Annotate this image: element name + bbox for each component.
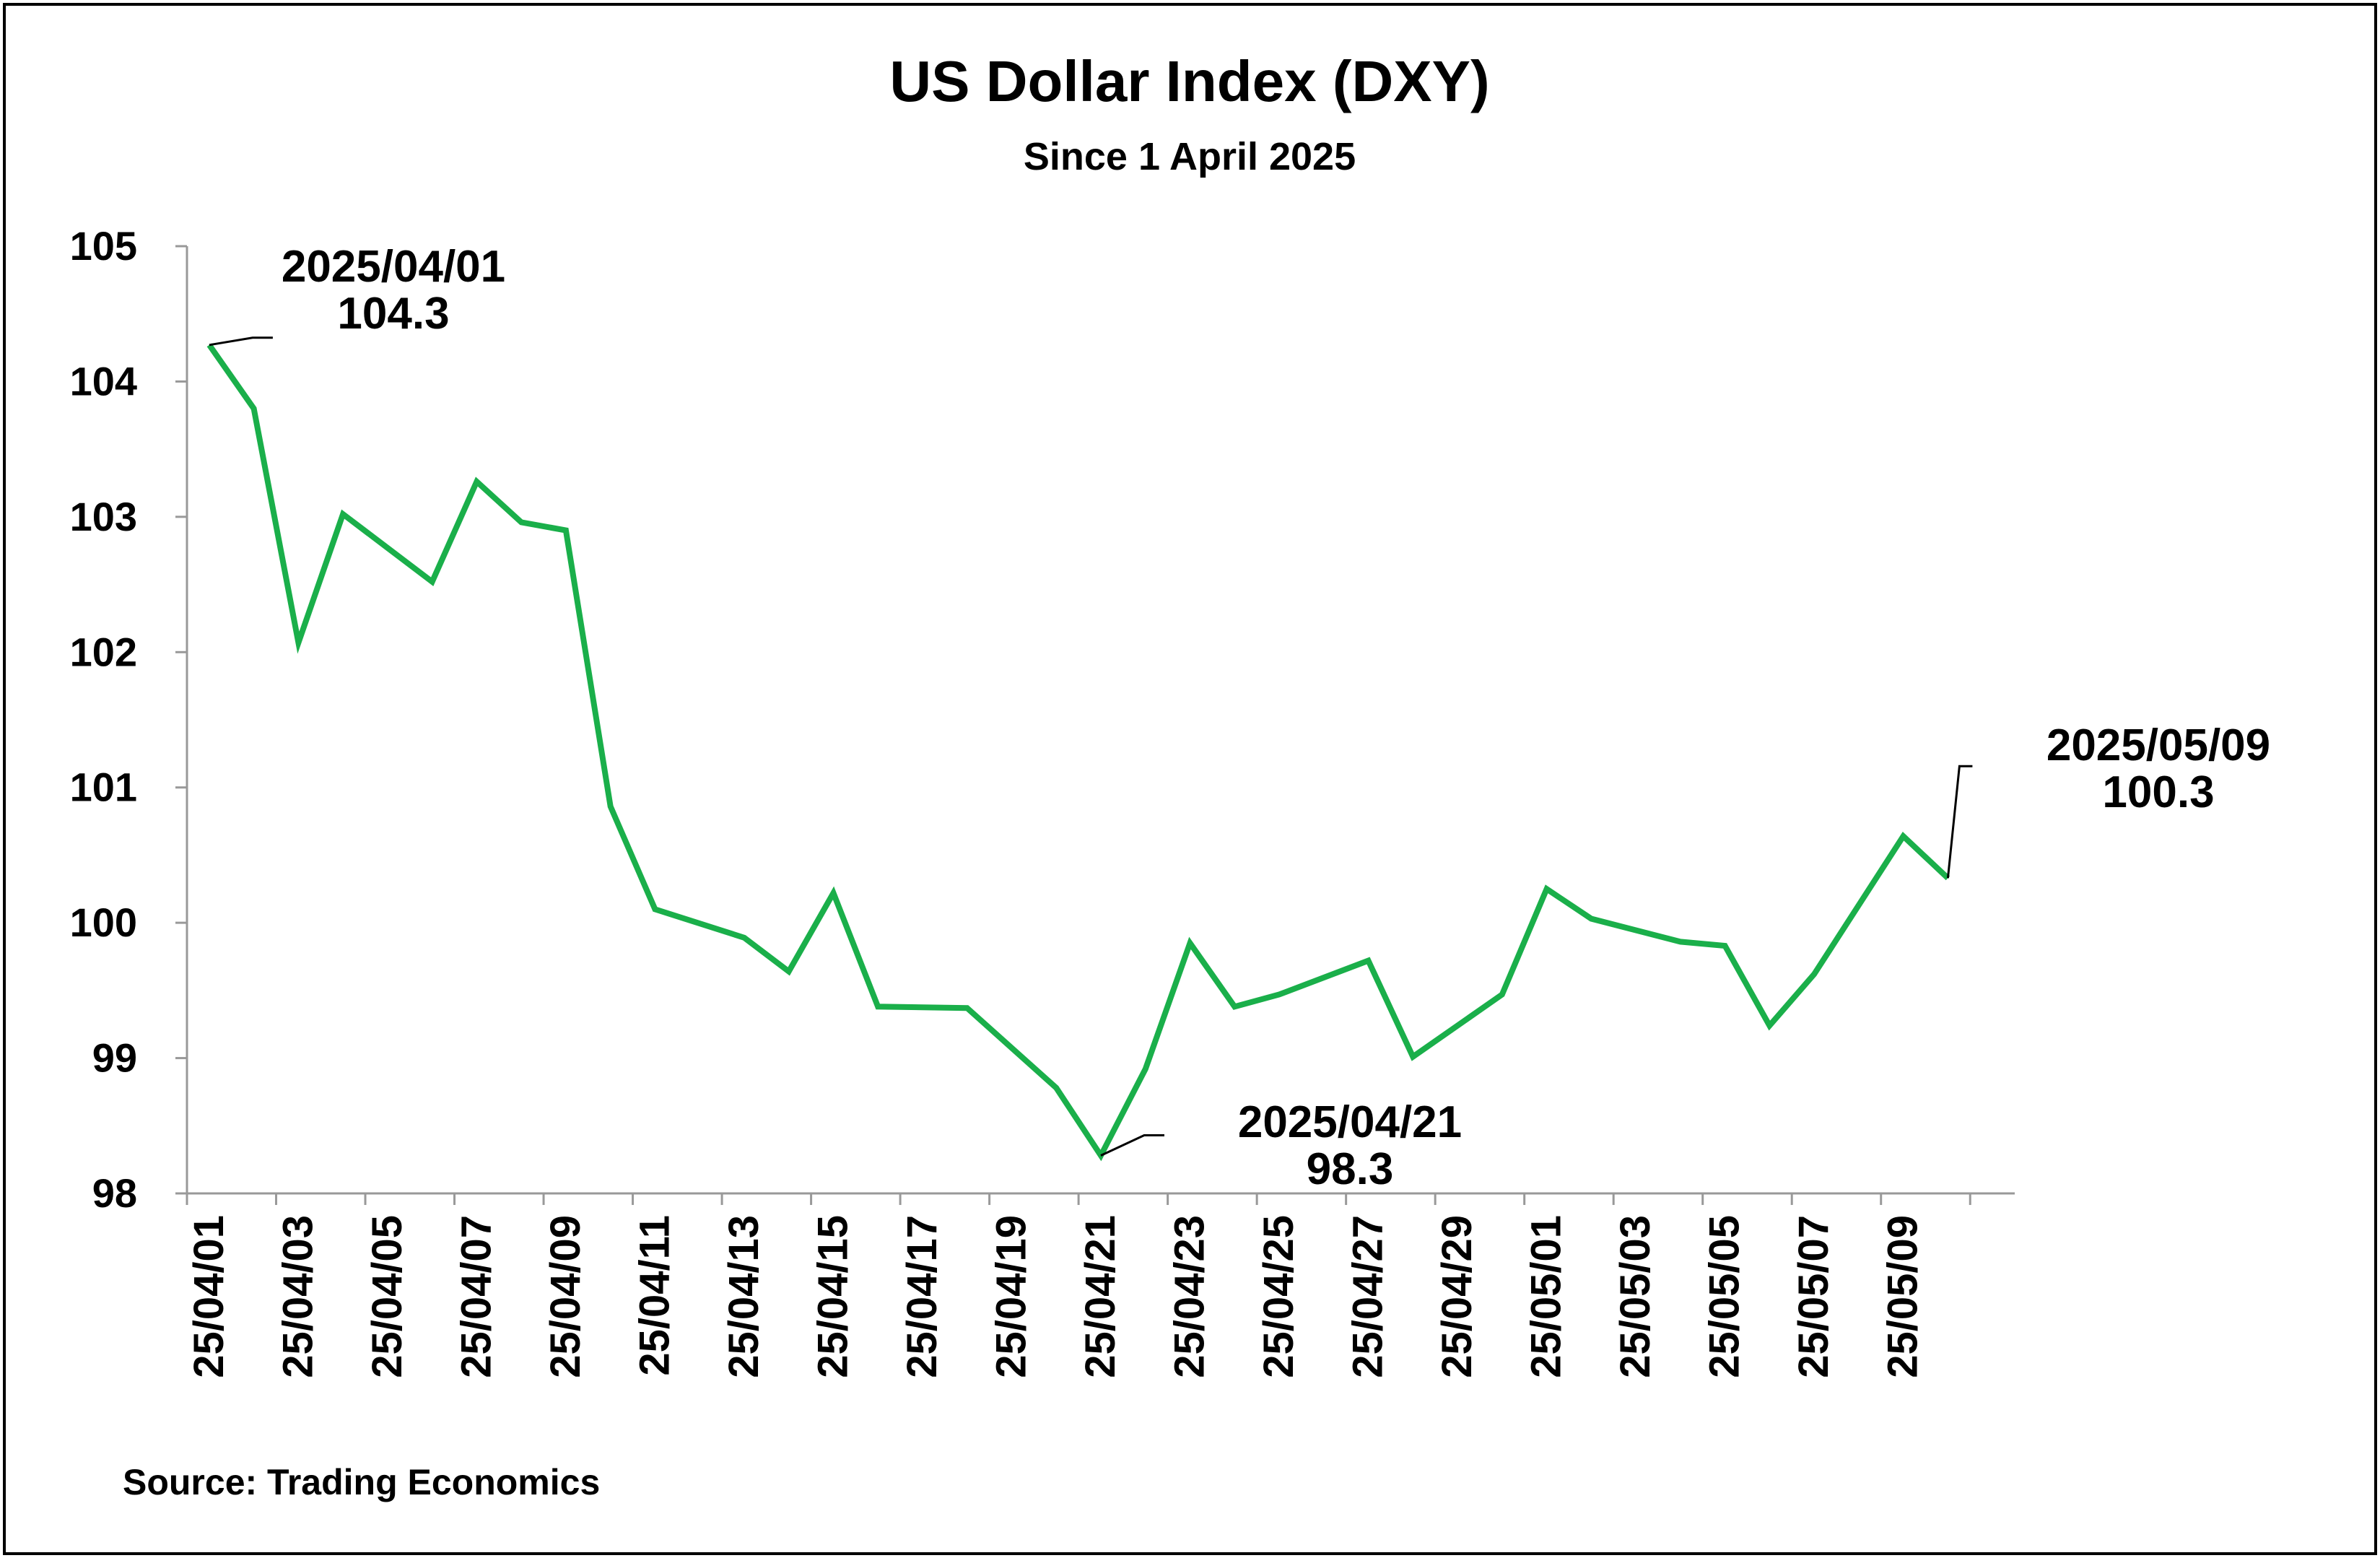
- x-tick-label: 25/04/17: [899, 1215, 946, 1378]
- x-tick-label: 25/04/15: [809, 1215, 856, 1378]
- y-tick-label: 102: [70, 629, 137, 674]
- data-point: [653, 907, 657, 911]
- x-tick-label: 25/05/03: [1612, 1215, 1659, 1378]
- chart-subtitle: Since 1 April 2025: [1024, 135, 1356, 178]
- x-tick-label: 25/05/09: [1880, 1215, 1927, 1378]
- data-point: [1188, 941, 1193, 945]
- data-point: [1767, 1024, 1771, 1028]
- data-point: [1589, 917, 1593, 921]
- y-tick-label: 100: [70, 900, 137, 945]
- axes: 105 104 103 102 101 100 99 98 25/04/01 25/04/03 25…: [70, 223, 2015, 1378]
- x-tick-label: 25/04/13: [720, 1215, 767, 1378]
- data-point: [430, 580, 435, 584]
- data-point: [1411, 1055, 1415, 1059]
- x-tick-label: 25/04/03: [274, 1215, 321, 1378]
- y-tick-label: 99: [92, 1035, 137, 1081]
- x-tick-label: 25/04/29: [1434, 1215, 1481, 1378]
- chart-frame: [3, 3, 2377, 1555]
- x-tick-label: 25/04/07: [453, 1215, 500, 1378]
- data-point: [1500, 992, 1504, 996]
- dxy-series-line: [206, 343, 1950, 1162]
- y-tick-label: 103: [70, 494, 137, 539]
- annotation-value: 100.3: [2102, 767, 2214, 817]
- data-point: [1545, 887, 1549, 891]
- data-point: [609, 804, 613, 809]
- data-point: [876, 1004, 880, 1009]
- x-tick-label: 25/04/01: [186, 1215, 232, 1378]
- data-point: [1143, 1067, 1148, 1071]
- data-point: [1054, 1086, 1058, 1090]
- data-point: [519, 520, 523, 524]
- data-point: [787, 970, 791, 974]
- data-point: [965, 1006, 969, 1010]
- data-point: [1812, 972, 1816, 976]
- data-point: [252, 406, 256, 411]
- x-tick-label: 25/04/25: [1255, 1215, 1302, 1378]
- x-tick-label: 25/04/27: [1345, 1215, 1392, 1378]
- data-point: [296, 640, 300, 645]
- x-tick-label: 25/05/01: [1523, 1215, 1570, 1378]
- x-tick-label: 25/05/07: [1790, 1215, 1837, 1378]
- annotation-date: 2025/04/21: [1238, 1097, 1462, 1147]
- source-note: Source: Trading Economics: [123, 1462, 600, 1502]
- data-point: [831, 891, 835, 895]
- data-point: [474, 479, 479, 484]
- x-tick-label: 25/04/11: [631, 1215, 678, 1376]
- data-point: [1678, 939, 1683, 944]
- plot-area: [206, 343, 1950, 1162]
- annotation-value: 104.3: [337, 289, 449, 339]
- annotation-leader: [1100, 1134, 1164, 1157]
- y-tick-label: 105: [70, 223, 137, 269]
- x-tick-label: 25/04/09: [542, 1215, 589, 1378]
- x-tick-label: 25/04/05: [364, 1215, 411, 1378]
- x-tick-label: 25/05/05: [1701, 1215, 1748, 1378]
- y-tick-label: 101: [70, 765, 137, 810]
- y-tick-label: 98: [92, 1170, 137, 1216]
- data-point: [1723, 944, 1727, 948]
- data-point: [1277, 992, 1281, 996]
- annotation-leader: [1946, 765, 1973, 879]
- annotation-date: 2025/05/09: [2046, 721, 2270, 770]
- data-point: [1366, 959, 1371, 963]
- data-point: [1232, 1004, 1237, 1009]
- x-tick-label: 25/04/23: [1167, 1215, 1213, 1378]
- x-tick-label: 25/04/19: [988, 1215, 1034, 1378]
- data-point: [742, 936, 746, 940]
- annotation-leader: [209, 336, 273, 347]
- data-point: [564, 528, 568, 533]
- annotation-value: 98.3: [1307, 1144, 1394, 1194]
- data-point: [341, 512, 345, 516]
- x-tick-label: 25/04/21: [1077, 1215, 1124, 1378]
- chart-title: US Dollar Index (DXY): [889, 49, 1489, 113]
- y-tick-label: 104: [70, 358, 137, 404]
- annotation-date: 2025/04/01: [282, 242, 505, 292]
- data-point: [1901, 834, 1906, 838]
